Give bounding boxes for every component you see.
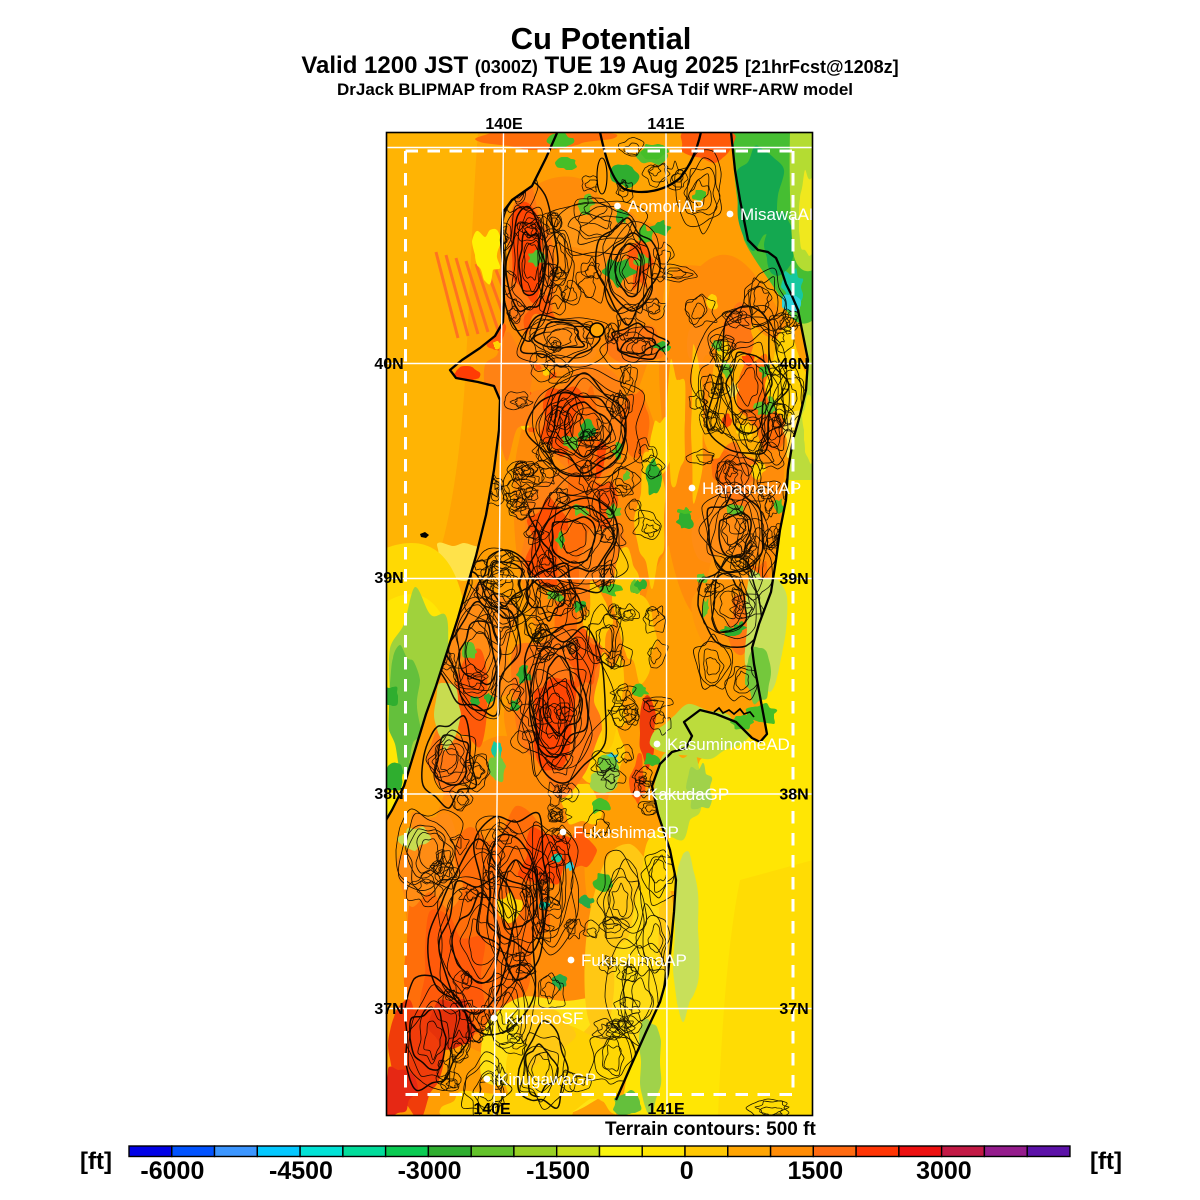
svg-text:39N: 39N (779, 571, 808, 588)
svg-text:HanamakiAP: HanamakiAP (702, 479, 801, 498)
svg-text:141E: 141E (647, 1101, 685, 1118)
svg-text:FukushimaSP: FukushimaSP (573, 823, 679, 842)
svg-text:MisawaAD: MisawaAD (740, 205, 821, 224)
svg-text:KinugawaGP: KinugawaGP (497, 1070, 596, 1089)
svg-text:37N: 37N (779, 1001, 808, 1018)
svg-text:KasuminomeAD: KasuminomeAD (667, 735, 790, 754)
svg-text:FukushimaAP: FukushimaAP (581, 951, 687, 970)
svg-text:140E: 140E (473, 1101, 511, 1118)
svg-text:40N: 40N (779, 356, 808, 373)
svg-text:KakudaGP: KakudaGP (647, 785, 729, 804)
svg-text:AomoriAP: AomoriAP (628, 197, 705, 216)
svg-text:KuroisoSF: KuroisoSF (504, 1009, 583, 1028)
svg-text:38N: 38N (779, 787, 808, 804)
